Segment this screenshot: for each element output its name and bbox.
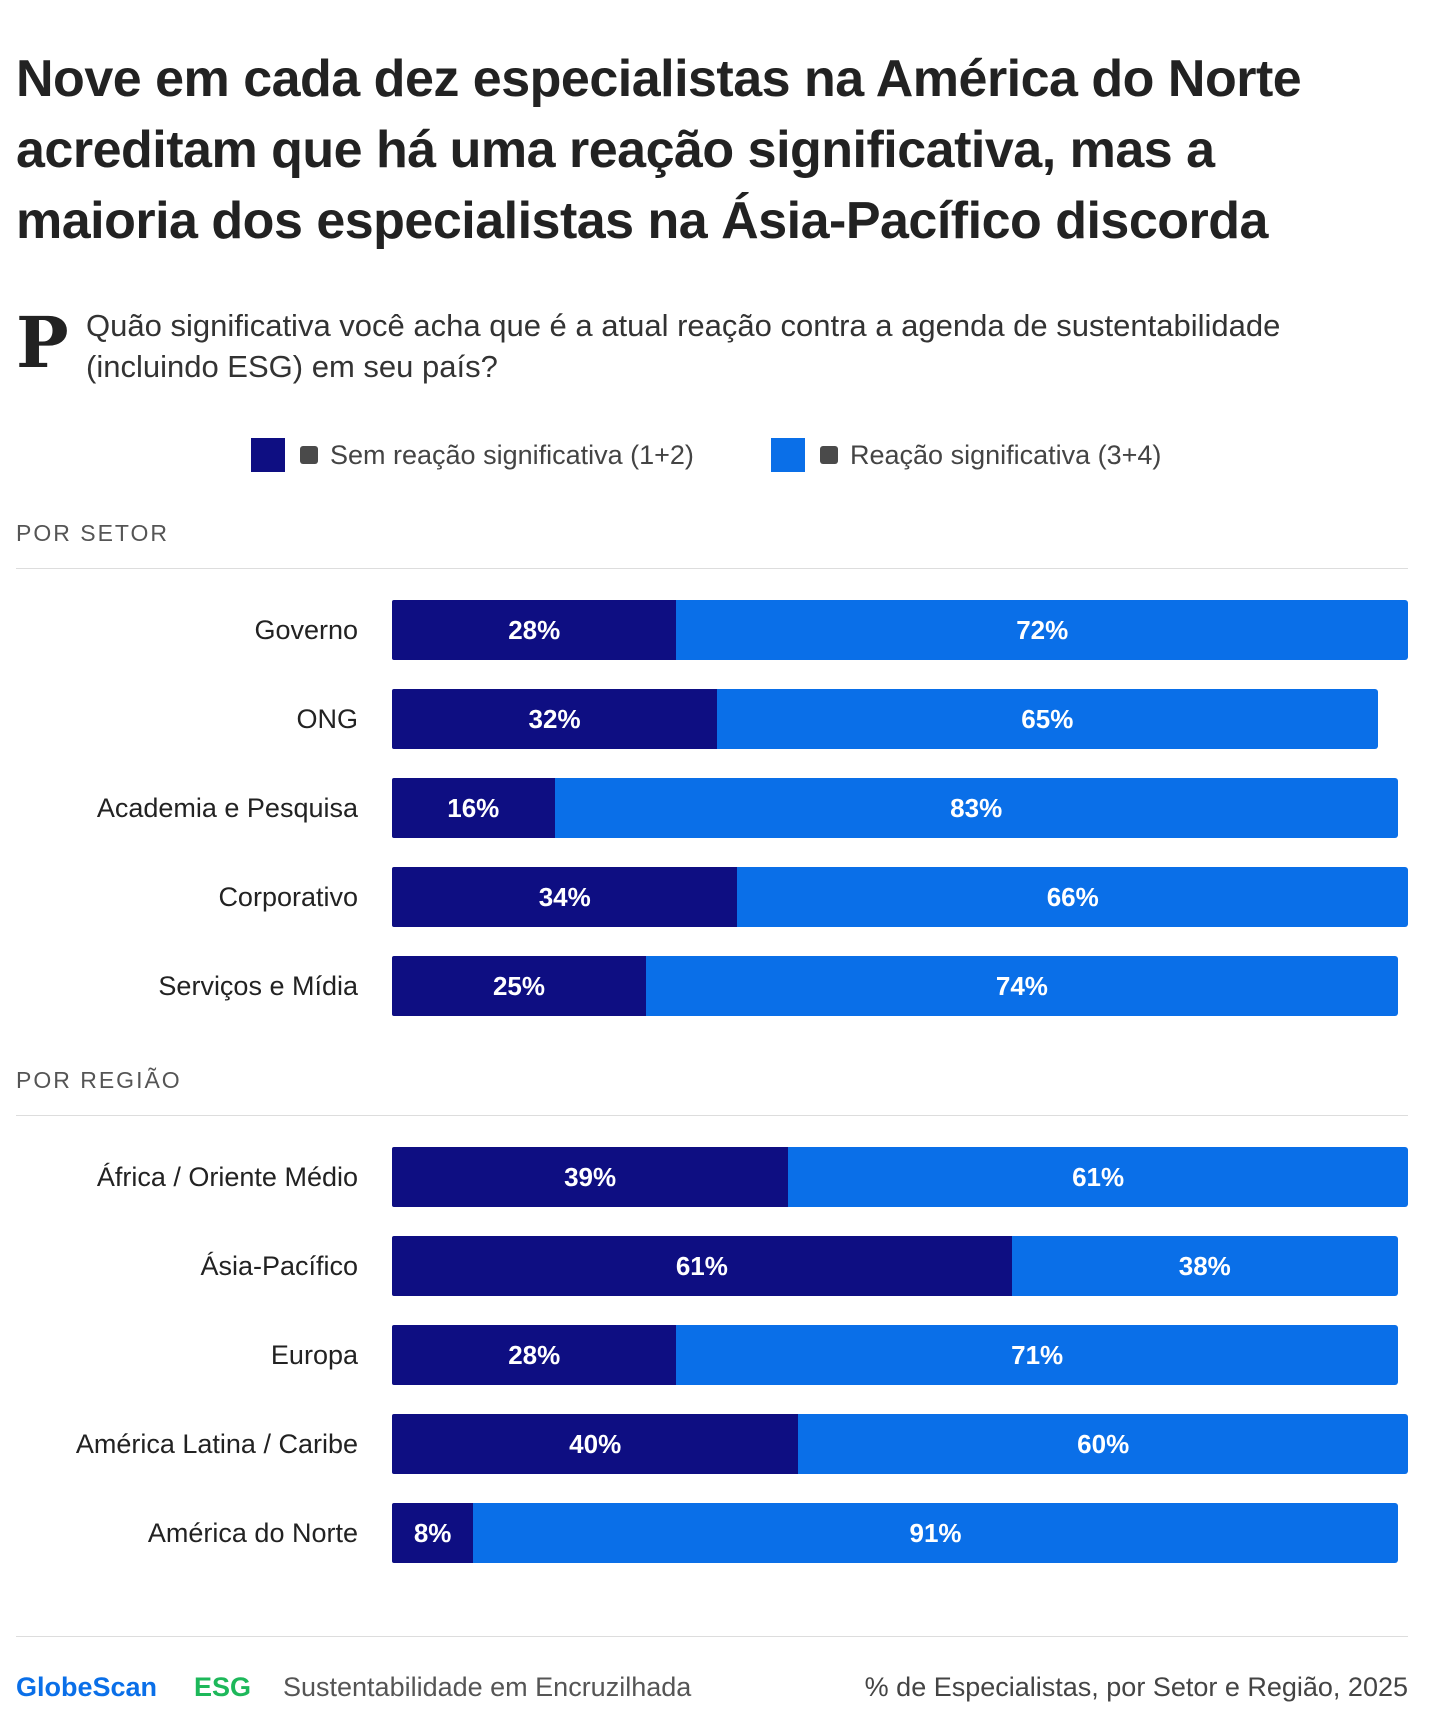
data-label-positive: 65% — [1021, 704, 1074, 734]
section-divider — [16, 1115, 1408, 1116]
bar-segment-positive — [737, 867, 1408, 927]
bar-segment-negative — [392, 1147, 789, 1207]
data-label-positive: 91% — [909, 1518, 962, 1548]
bar-segment-negative — [392, 778, 555, 838]
chart-title: Nove em cada dez especialistas na Améric… — [16, 50, 1302, 250]
data-label-positive: 60% — [1077, 1429, 1130, 1459]
bar-segment-positive — [788, 1147, 1408, 1207]
data-label-negative: 25% — [492, 971, 546, 1001]
esg-tag: ESG — [194, 1672, 252, 1702]
legend-swatch-negative — [251, 438, 285, 472]
bar-segment-positive — [676, 1325, 1398, 1385]
data-label-negative: 34% — [538, 882, 591, 912]
data-label-negative: 40% — [569, 1429, 622, 1459]
data-label-positive: 71% — [1011, 1340, 1064, 1370]
legend-swatch-positive — [771, 438, 805, 472]
footer-divider — [16, 1636, 1408, 1637]
data-label-negative: 28% — [508, 1340, 561, 1370]
bar-segment-positive — [798, 1414, 1408, 1474]
bar-segment-negative — [392, 600, 677, 660]
section-title: POR REGIÃO — [16, 1067, 182, 1093]
category-label: Governo — [254, 615, 358, 645]
bar-segment-negative — [392, 1414, 799, 1474]
category-label: América do Norte — [147, 1518, 358, 1548]
data-label-negative: 28% — [508, 615, 561, 645]
data-label-positive: 61% — [1072, 1162, 1125, 1192]
bar-segment-negative — [392, 867, 738, 927]
bar-segment-positive — [473, 1503, 1398, 1563]
bar-segment-positive — [717, 689, 1378, 749]
brand-logo: GlobeScan — [16, 1672, 158, 1702]
data-label-positive: 72% — [1016, 615, 1069, 645]
category-label: Corporativo — [218, 882, 358, 912]
category-label: Europa — [270, 1340, 358, 1370]
category-label: ONG — [296, 704, 358, 734]
category-label: Ásia-Pacífico — [200, 1251, 358, 1281]
data-label-negative: 39% — [564, 1162, 617, 1192]
legend-label-negative: Sem reação significativa (1+2) — [330, 439, 694, 470]
legend-item-positive: Reação significativa (3+4) — [771, 438, 1161, 472]
series-name: Sustentabilidade em Encruzilhada — [283, 1672, 692, 1702]
legend-label-positive: Reação significativa (3+4) — [850, 439, 1162, 470]
category-label: África / Oriente Médio — [96, 1162, 358, 1192]
bar-segment-negative — [392, 1325, 677, 1385]
data-label-positive: 83% — [950, 793, 1003, 823]
bar-segment-positive — [554, 778, 1398, 838]
data-label-positive: 74% — [995, 971, 1048, 1001]
category-label: Serviços e Mídia — [158, 971, 358, 1001]
bar-segment-negative — [392, 1236, 1012, 1296]
legend-marker-icon — [820, 446, 838, 464]
legend-item-negative: Sem reação significativa (1+2) — [251, 438, 694, 472]
data-label-negative: 32% — [528, 704, 581, 734]
category-label: Academia e Pesquisa — [96, 793, 358, 823]
source-note: % de Especialistas, por Setor e Região, … — [864, 1672, 1408, 1702]
data-label-negative: 16% — [447, 793, 500, 823]
data-label-positive: 38% — [1178, 1251, 1231, 1281]
data-label-positive: 66% — [1046, 882, 1099, 912]
legend-marker-icon — [300, 446, 318, 464]
section-divider — [16, 568, 1408, 569]
survey-question: Quão significativa você acha que é a atu… — [86, 308, 1281, 384]
bar-segment-positive — [1011, 1236, 1398, 1296]
data-label-negative: 61% — [675, 1251, 728, 1281]
category-label: América Latina / Caribe — [75, 1429, 358, 1459]
bar-segment-positive — [676, 600, 1408, 660]
question-marker: P — [16, 301, 69, 384]
bar-segment-negative — [392, 1503, 474, 1563]
bar-segment-negative — [392, 956, 646, 1016]
bar-segment-negative — [392, 689, 718, 749]
section-title: POR SETOR — [16, 520, 170, 546]
data-label-negative: 8% — [413, 1518, 452, 1548]
bar-segment-positive — [646, 956, 1398, 1016]
